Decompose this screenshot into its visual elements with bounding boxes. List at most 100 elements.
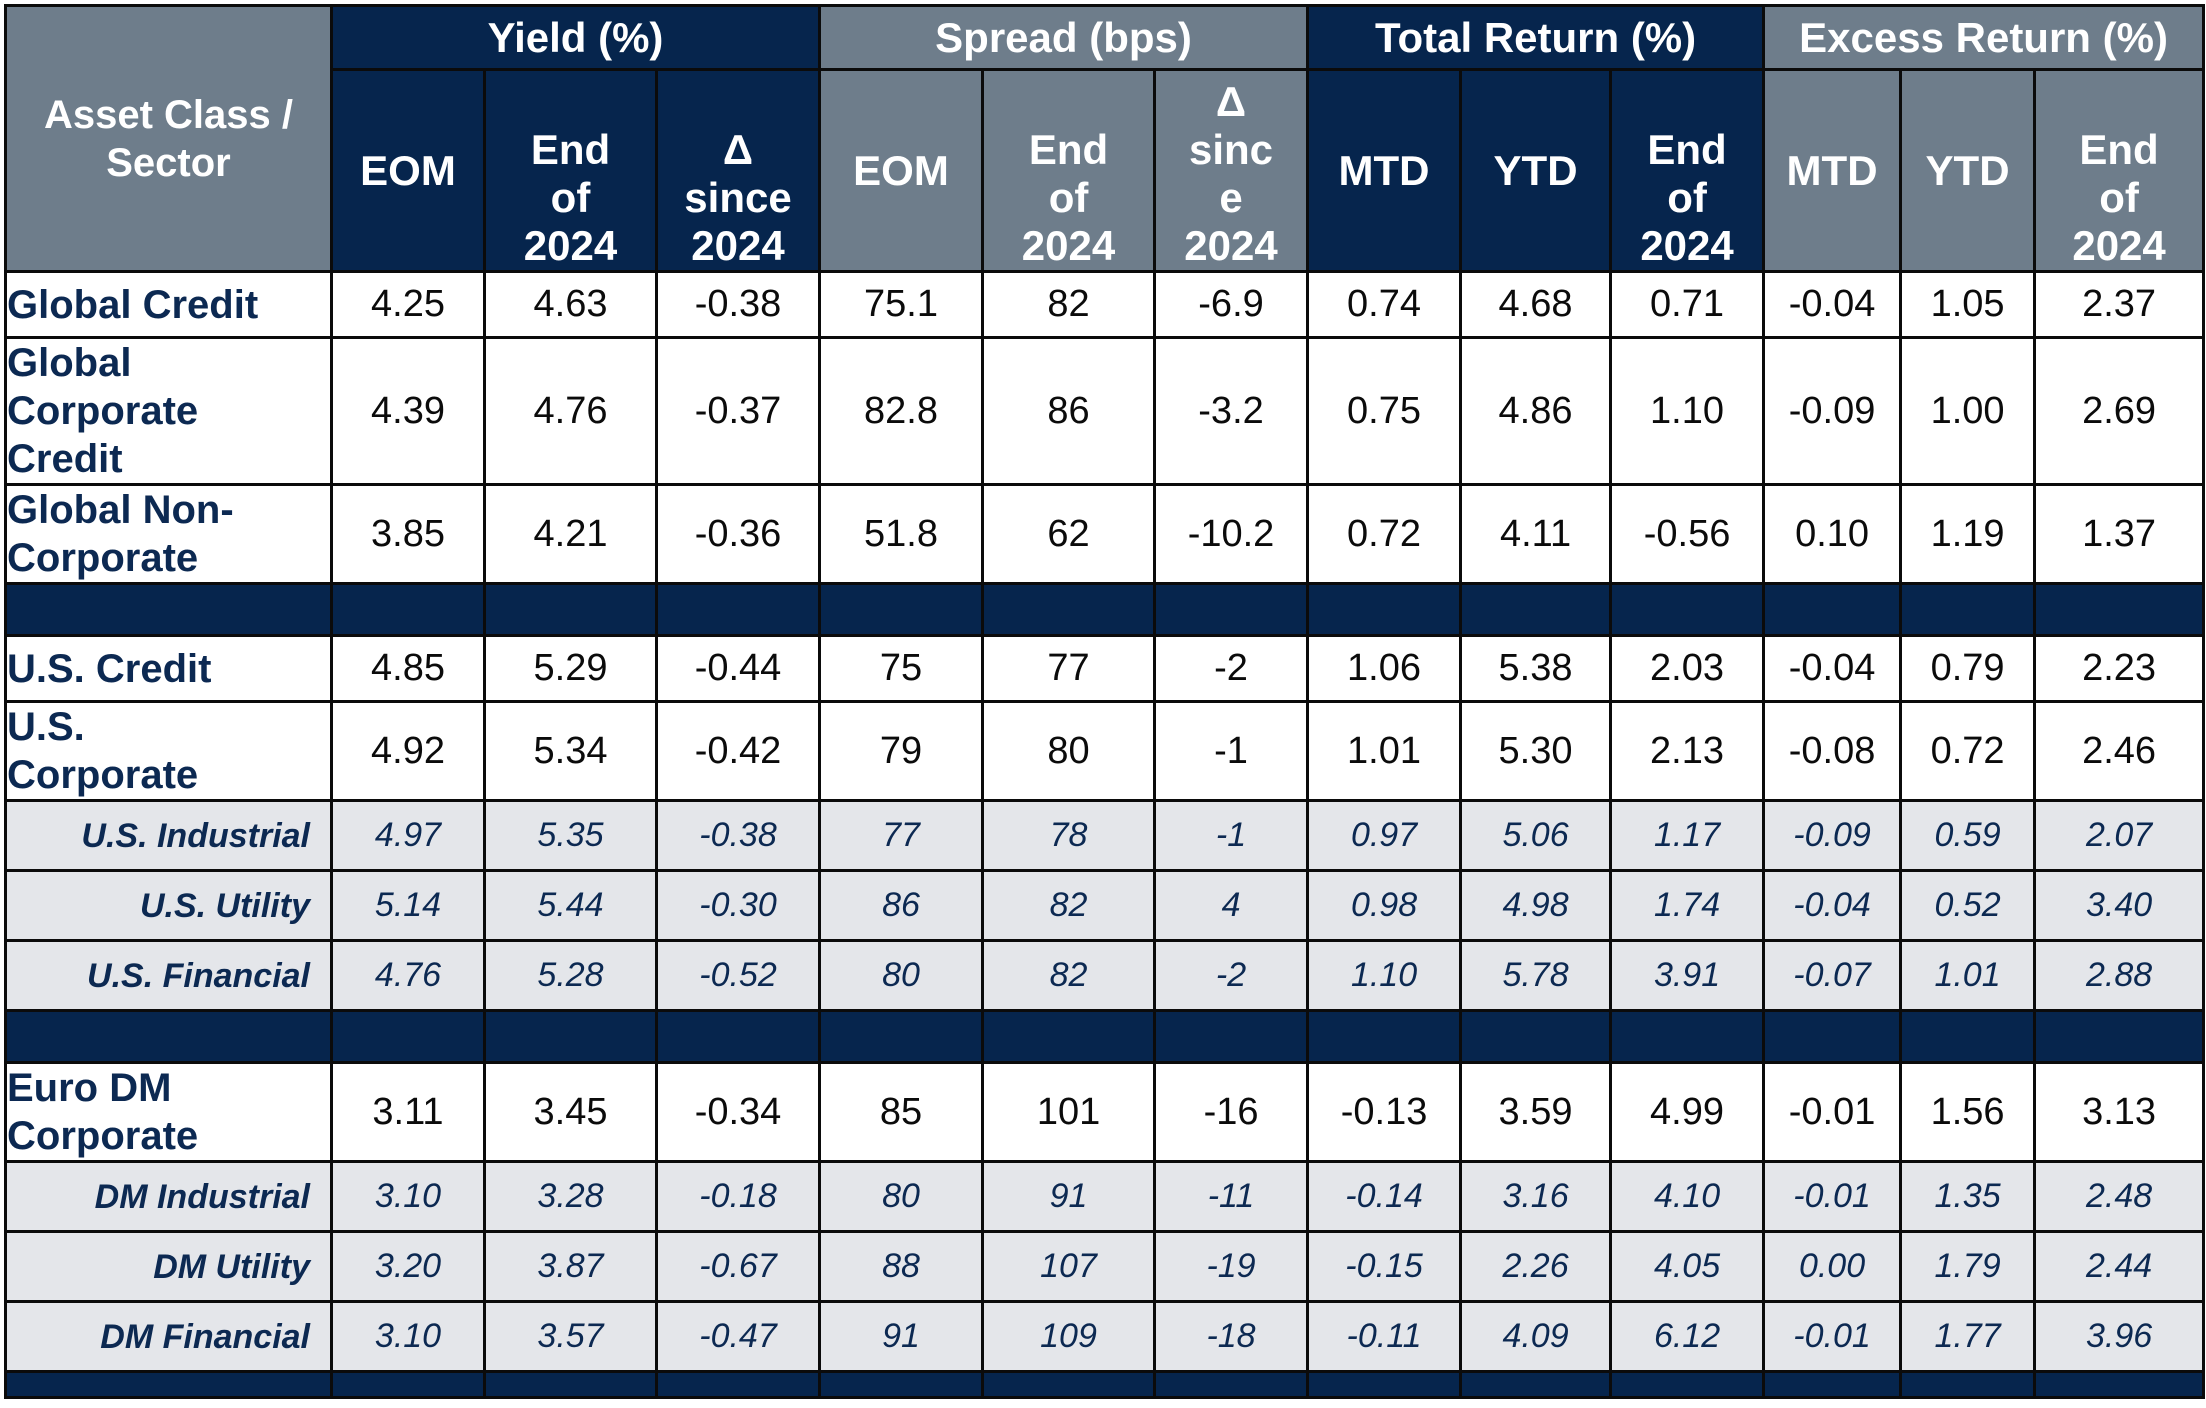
value-cell: -1 <box>1153 700 1310 802</box>
value-cell: 88 <box>818 1230 985 1303</box>
value-cell: 3.10 <box>330 1300 486 1373</box>
value-cell: 5.38 <box>1459 634 1613 703</box>
divider-cell <box>1899 1009 2037 1064</box>
value-cell: -0.30 <box>654 869 822 942</box>
value-cell: 5.44 <box>483 869 658 942</box>
divider-cell <box>1609 1370 1766 1399</box>
value-cell: 1.01 <box>1899 939 2037 1012</box>
divider-cell <box>1306 1009 1463 1064</box>
value-cell: -0.52 <box>654 939 822 1012</box>
value-cell: 4.85 <box>330 634 486 703</box>
value-cell: -0.15 <box>1306 1230 1463 1303</box>
value-cell: 1.06 <box>1306 634 1463 703</box>
value-cell: -3.2 <box>1153 336 1310 486</box>
value-cell: 5.35 <box>483 799 658 872</box>
divider-cell <box>1762 1370 1903 1399</box>
value-cell: 4.11 <box>1459 483 1613 585</box>
spread-subheader-eom: EOM <box>818 68 985 273</box>
value-cell: 4.76 <box>330 939 486 1012</box>
divider-cell <box>330 1009 486 1064</box>
row-label: DM Financial <box>4 1300 333 1373</box>
value-cell: 3.45 <box>483 1061 658 1163</box>
table-bottom-band <box>4 1370 2206 1399</box>
value-cell: -0.04 <box>1762 270 1903 339</box>
divider-cell <box>981 1370 1157 1399</box>
value-cell: 3.57 <box>483 1300 658 1373</box>
value-cell: 2.48 <box>2033 1160 2206 1233</box>
value-cell: 1.05 <box>1899 270 2037 339</box>
value-cell: 0.71 <box>1609 270 1766 339</box>
divider-cell <box>1609 582 1766 637</box>
value-cell: -19 <box>1153 1230 1310 1303</box>
row-label: Global Corporate Credit <box>4 336 333 486</box>
divider-cell <box>981 582 1157 637</box>
value-cell: -0.44 <box>654 634 822 703</box>
value-cell: 3.11 <box>330 1061 486 1163</box>
value-cell: 0.74 <box>1306 270 1463 339</box>
value-cell: -0.56 <box>1609 483 1766 585</box>
table-row: U.S. Corporate 4.92 5.34 -0.42 79 80 -1 1.01 5.30… <box>4 700 2206 802</box>
value-cell: 2.44 <box>2033 1230 2206 1303</box>
row-label: DM Utility <box>4 1230 333 1303</box>
value-cell: -0.04 <box>1762 869 1903 942</box>
divider-cell <box>654 1370 822 1399</box>
excess-return-subheader-ytd: YTD <box>1899 68 2037 273</box>
value-cell: -0.38 <box>654 799 822 872</box>
table-row: U.S. Utility 5.14 5.44 -0.30 86 82 4 0.98 4.98 1.… <box>4 869 2206 942</box>
value-cell: 3.20 <box>330 1230 486 1303</box>
total-return-subheader-ytd: YTD <box>1459 68 1613 273</box>
value-cell: -0.09 <box>1762 336 1903 486</box>
value-cell: 2.13 <box>1609 700 1766 802</box>
row-label: U.S. Industrial <box>4 799 333 872</box>
value-cell: 0.75 <box>1306 336 1463 486</box>
value-cell: 3.13 <box>2033 1061 2206 1163</box>
divider-cell <box>483 1370 658 1399</box>
value-cell: -1 <box>1153 799 1310 872</box>
value-cell: 80 <box>981 700 1157 802</box>
divider-cell <box>1899 1370 2037 1399</box>
table-row: DM Industrial 3.10 3.28 -0.18 80 91 -11 -0.14 3.… <box>4 1160 2206 1233</box>
table-row: Global Non- Corporate 3.85 4.21 -0.36 51.8 62-… <box>4 483 2206 585</box>
table-row: Euro DM Corporate 3.11 3.45 -0.34 85 101 -16 -0.… <box>4 1061 2206 1163</box>
divider-cell <box>1762 582 1903 637</box>
divider-cell <box>1459 1370 1613 1399</box>
divider-cell <box>330 582 486 637</box>
value-cell: -0.37 <box>654 336 822 486</box>
value-cell: 1.10 <box>1306 939 1463 1012</box>
value-cell: 4.97 <box>330 799 486 872</box>
spread-subheader-end-of-2024: End of 2024 <box>981 68 1157 273</box>
divider-cell <box>1153 1009 1310 1064</box>
value-cell: 3.10 <box>330 1160 486 1233</box>
value-cell: 4.92 <box>330 700 486 802</box>
value-cell: 1.74 <box>1609 869 1766 942</box>
row-label: U.S. Financial <box>4 939 333 1012</box>
excess-return-group-header: Excess Return (%) <box>1762 4 2206 71</box>
value-cell: 85 <box>818 1061 985 1163</box>
value-cell: 1.77 <box>1899 1300 2037 1373</box>
value-cell: 91 <box>818 1300 985 1373</box>
divider-cell <box>1153 582 1310 637</box>
value-cell: 4.76 <box>483 336 658 486</box>
divider-cell <box>818 582 985 637</box>
table-row: Global Corporate Credit 4.39 4.76 -0.37 82.8 86… <box>4 336 2206 486</box>
value-cell: 77 <box>818 799 985 872</box>
value-cell: 0.79 <box>1899 634 2037 703</box>
value-cell: 80 <box>818 939 985 1012</box>
value-cell: 5.78 <box>1459 939 1613 1012</box>
value-cell: 4.09 <box>1459 1300 1613 1373</box>
value-cell: 0.10 <box>1762 483 1903 585</box>
value-cell: -0.47 <box>654 1300 822 1373</box>
value-cell: -10.2 <box>1153 483 1310 585</box>
row-label: Global Credit <box>4 270 333 339</box>
value-cell: 1.01 <box>1306 700 1463 802</box>
value-cell: 1.17 <box>1609 799 1766 872</box>
value-cell: 91 <box>981 1160 1157 1233</box>
value-cell: 4.05 <box>1609 1230 1766 1303</box>
value-cell: 4.86 <box>1459 336 1613 486</box>
value-cell: 4.63 <box>483 270 658 339</box>
credit-returns-table: Asset Class / Sector Yield (%) Spread (b… <box>4 4 2206 1399</box>
value-cell: 0.00 <box>1762 1230 1903 1303</box>
value-cell: 5.28 <box>483 939 658 1012</box>
value-cell: 3.85 <box>330 483 486 585</box>
